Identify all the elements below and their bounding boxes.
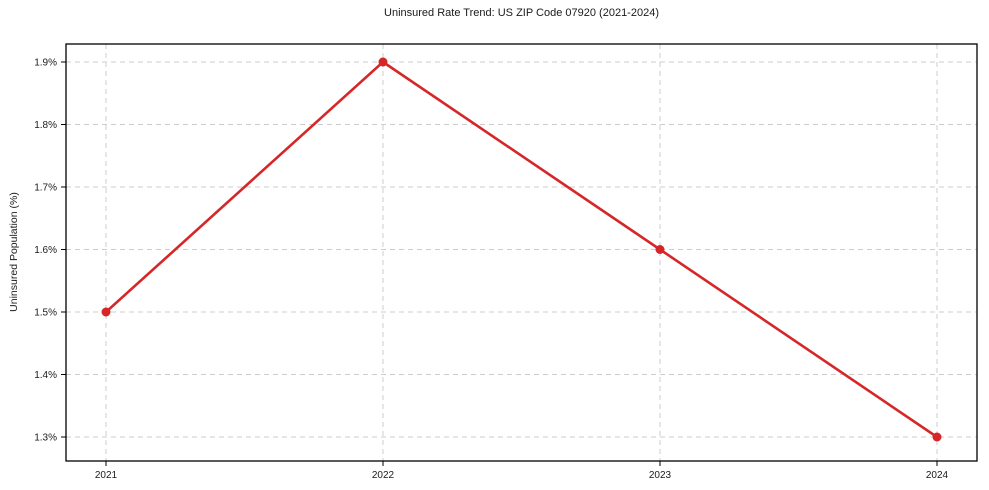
y-tick-label: 1.4% xyxy=(34,370,57,381)
data-point xyxy=(101,307,111,317)
x-tick-label: 2021 xyxy=(95,470,118,481)
x-tick-label: 2022 xyxy=(372,470,395,481)
data-point xyxy=(378,57,388,67)
data-point xyxy=(932,432,942,442)
x-tick-label: 2024 xyxy=(926,470,949,481)
y-tick-label: 1.9% xyxy=(34,58,57,69)
y-tick-label: 1.6% xyxy=(34,245,57,256)
y-tick-label: 1.3% xyxy=(34,433,57,444)
data-line xyxy=(104,60,939,439)
y-tick-label: 1.8% xyxy=(34,120,57,131)
chart-title: Uninsured Rate Trend: US ZIP Code 07920 … xyxy=(384,7,659,19)
y-axis-label: Uninsured Population (%) xyxy=(8,192,20,312)
data-point xyxy=(655,245,665,254)
plot-border xyxy=(65,43,978,462)
y-tick-label: 1.7% xyxy=(34,183,57,194)
x-tick-label: 2023 xyxy=(649,470,672,481)
y-tick-label: 1.5% xyxy=(34,308,57,319)
